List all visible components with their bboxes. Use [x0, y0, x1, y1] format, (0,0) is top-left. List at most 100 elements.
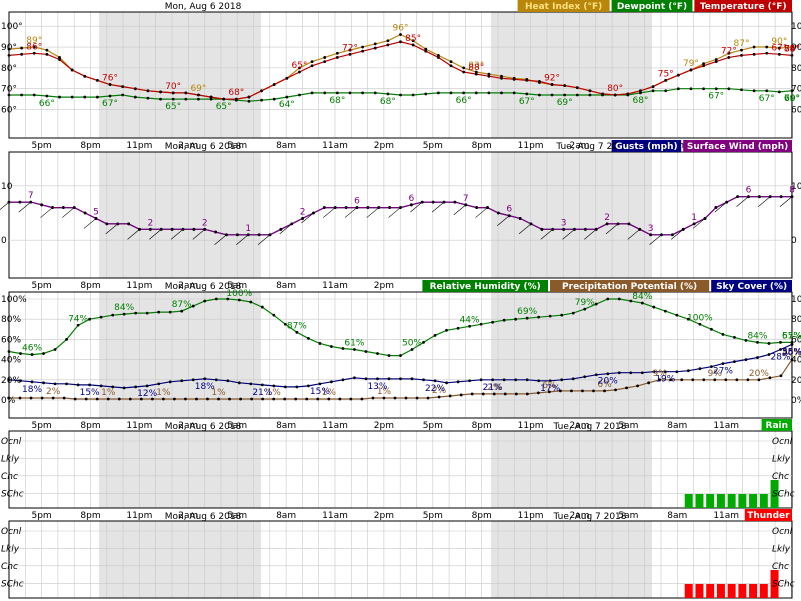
legend-label: Temperature (°F) — [700, 2, 787, 12]
series-point — [462, 66, 466, 70]
series-point — [468, 379, 471, 383]
series-point — [563, 84, 567, 87]
wind-barb — [605, 223, 619, 235]
series-point — [353, 348, 356, 351]
y-tick-label-left: 0 — [1, 236, 7, 246]
data-label: 1 — [245, 224, 251, 234]
series-point — [7, 350, 11, 353]
wind-barb — [279, 223, 292, 235]
series-point — [735, 378, 739, 382]
series-point — [209, 97, 213, 101]
y-tick-label-right: 90° — [791, 43, 801, 53]
bar-mark — [684, 584, 693, 598]
wind-barb — [0, 201, 10, 211]
series-point — [652, 305, 656, 309]
series-point — [663, 309, 667, 313]
x-tick-label: 11am — [322, 141, 348, 151]
series-point — [157, 382, 161, 386]
series-point — [594, 302, 598, 306]
series-point — [777, 90, 781, 94]
x-tick-label: 2pm — [374, 141, 394, 151]
series-point — [538, 80, 541, 83]
series-point — [294, 397, 298, 401]
y-tick-label-left: 100% — [1, 295, 27, 305]
data-label: 85° — [405, 34, 421, 44]
data-label: 87% — [172, 300, 192, 310]
series-point — [436, 56, 440, 59]
series-point — [40, 203, 44, 207]
y-tick-label-right: 0% — [791, 396, 801, 406]
series-point — [364, 377, 368, 381]
wind-barb — [671, 229, 684, 240]
series-point — [62, 396, 66, 400]
series-point — [409, 203, 413, 207]
series-point — [756, 356, 759, 359]
series-point — [7, 53, 11, 57]
series-point — [61, 206, 65, 209]
series-point — [502, 378, 506, 382]
series-point — [647, 381, 651, 385]
series-point — [518, 217, 522, 220]
series-point — [765, 51, 769, 55]
data-label: 6 — [746, 186, 752, 196]
x-tick-label: 8am — [276, 511, 296, 521]
series-point — [7, 396, 11, 400]
x-tick-label: 5pm — [423, 141, 443, 151]
series-point — [310, 91, 314, 95]
data-label: 2 — [148, 218, 154, 228]
wind-barb — [18, 201, 31, 213]
series-point — [525, 392, 529, 396]
series-point — [462, 70, 466, 74]
series-point — [560, 313, 564, 317]
series-point — [640, 301, 644, 305]
series-point — [664, 78, 668, 82]
series-point — [145, 311, 149, 315]
series-point — [437, 395, 441, 399]
series-point — [387, 354, 391, 357]
y-tick-label-right: SChc — [772, 579, 795, 589]
legend-label: Gusts (mph) — [615, 142, 677, 152]
series-point — [449, 91, 453, 95]
series-point — [790, 89, 794, 93]
series-point — [95, 397, 99, 401]
data-label: 12% — [137, 389, 157, 399]
series-point — [424, 47, 428, 51]
panel-wind — [0, 140, 794, 279]
bar-mark — [716, 494, 725, 508]
bar-mark — [749, 494, 758, 508]
series-point — [348, 52, 352, 56]
wind-barb — [127, 229, 140, 240]
data-label: 80° — [607, 84, 623, 94]
series-point — [122, 386, 126, 390]
series-point — [184, 397, 187, 401]
data-label: 2 — [202, 218, 208, 228]
y-tick-label-left: 80° — [1, 64, 17, 74]
data-label: 84% — [632, 292, 652, 302]
series-point — [234, 97, 238, 101]
series-point — [525, 378, 529, 382]
y-tick-label-right: SChc — [772, 489, 795, 499]
series-point — [680, 378, 684, 382]
series-point — [449, 60, 453, 64]
bar-mark — [695, 584, 704, 598]
series-point — [83, 74, 87, 78]
series-point — [675, 370, 679, 374]
series-point — [70, 68, 74, 72]
series-point — [197, 93, 200, 97]
series-point — [756, 341, 759, 344]
series-point — [310, 64, 314, 68]
x-tick-label: 11pm — [126, 421, 152, 431]
series-point — [733, 360, 736, 364]
series-point — [462, 91, 466, 95]
x-tick-label: 5pm — [423, 511, 443, 521]
series-point — [335, 51, 339, 55]
series-point — [133, 95, 137, 99]
wind-barb — [497, 215, 510, 226]
night-shade — [491, 431, 652, 508]
data-label: 67° — [708, 92, 724, 102]
series-point — [592, 389, 595, 393]
data-label: 46% — [22, 344, 42, 354]
series-point — [376, 352, 379, 355]
data-label: 72° — [721, 46, 737, 56]
data-label: 65% — [782, 331, 801, 341]
